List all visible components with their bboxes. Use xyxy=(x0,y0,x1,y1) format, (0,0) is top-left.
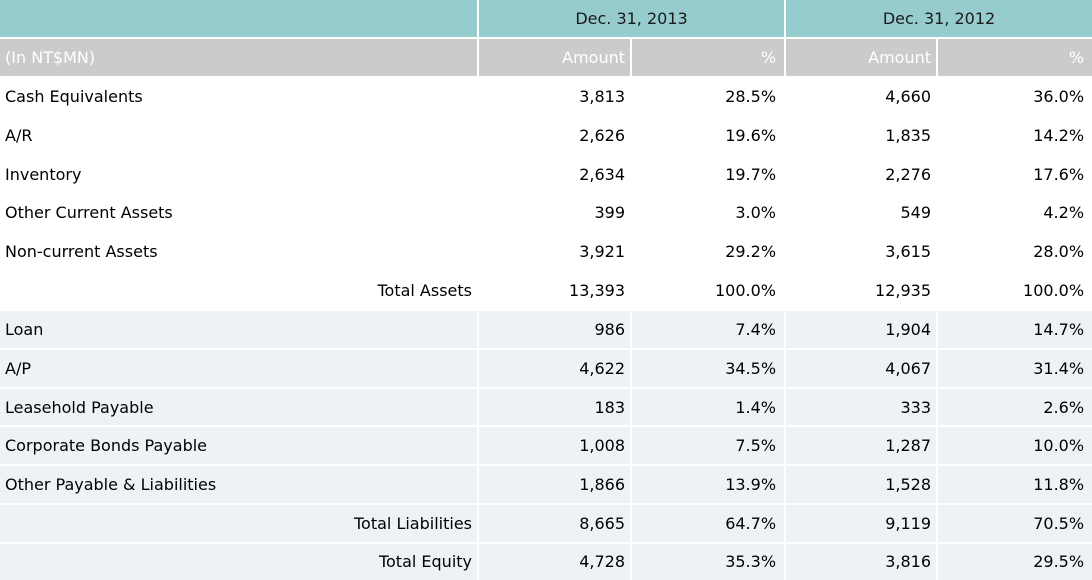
unit-label: (In NT$MN) xyxy=(0,38,479,78)
row-label-cell: Cash Equivalents xyxy=(0,77,479,116)
row-label-cell: Total Assets xyxy=(0,271,479,310)
amount-cell: 986 xyxy=(478,309,632,349)
period-2013-header: Dec. 31, 2013 xyxy=(478,0,787,39)
corner-cell xyxy=(0,0,479,39)
percent-cell: 19.6% xyxy=(631,115,787,155)
row-label-cell: Other Payable & Liabilities xyxy=(0,465,479,505)
percent-cell: 70.5% xyxy=(1033,514,1085,534)
total-row: Total Liabilities 8,665 64.7% 9,119 70.5% xyxy=(0,504,1092,543)
amount-cell: 1,008 xyxy=(478,426,632,466)
amount-cell: 3,921 xyxy=(478,232,632,272)
amount-cell: 1,287 xyxy=(785,426,939,466)
percent-cell: 36.0% xyxy=(1033,86,1085,106)
amount-cell: 9,119 xyxy=(785,504,939,543)
period-2012-header: Dec. 31, 2012 xyxy=(785,0,1092,39)
amount-cell: 4,622 xyxy=(478,348,632,388)
amount-cell: 12,935 xyxy=(785,271,939,310)
percent-cell: 14.7% xyxy=(1033,319,1085,339)
percent-cell: 17.6% xyxy=(1033,164,1085,184)
amount-cell: 183 xyxy=(478,387,632,427)
table-row: Inventory 2,634 19.7% 2,276 17.6% xyxy=(0,154,1092,194)
percent-cell: 4.2% xyxy=(1043,203,1085,223)
percent-cell: 14.2% xyxy=(1033,125,1085,145)
amount-cell: 2,634 xyxy=(478,154,632,194)
percent-cell: 11.8% xyxy=(1033,475,1085,495)
row-label-cell: Total Equity xyxy=(0,542,479,580)
table-row: Other Current Assets 399 3.0% 549 4.2% xyxy=(0,193,1092,233)
percent-cell: 3.0% xyxy=(631,193,787,233)
percent-cell: 100.0% xyxy=(1023,281,1085,301)
subheader-row: (In NT$MN) Amount % Amount % xyxy=(0,38,1092,78)
percent-cell: 13.9% xyxy=(631,465,787,505)
percent-cell: 7.5% xyxy=(631,426,787,466)
amount-2012-header: Amount xyxy=(785,38,939,78)
percent-cell: 35.3% xyxy=(631,542,787,580)
table-body: Cash Equivalents 3,813 28.5% 4,660 36.0% A/R 2… xyxy=(0,77,1092,580)
amount-cell: 1,528 xyxy=(785,465,939,505)
percent-cell: 28.0% xyxy=(1033,242,1085,262)
percent-cell: 1.4% xyxy=(631,387,787,427)
row-label-cell: Leasehold Payable xyxy=(0,387,479,427)
amount-cell: 549 xyxy=(785,193,939,233)
amount-2013-header: Amount xyxy=(478,38,632,78)
table-row: Cash Equivalents 3,813 28.5% 4,660 36.0% xyxy=(0,77,1092,116)
table-row: A/R 2,626 19.6% 1,835 14.2% xyxy=(0,115,1092,155)
row-label-cell: Loan xyxy=(0,309,479,349)
percent-cell: 100.0% xyxy=(631,271,787,310)
percent-cell: 19.7% xyxy=(631,154,787,194)
amount-cell: 3,816 xyxy=(785,542,939,580)
amount-cell: 333 xyxy=(785,387,939,427)
table-header: Dec. 31, 2013 Dec. 31, 2012 (In NT$MN) A… xyxy=(0,0,1092,78)
amount-cell: 4,660 xyxy=(785,77,939,116)
amount-cell: 4,067 xyxy=(785,348,939,388)
row-label-cell: Inventory xyxy=(0,154,479,194)
percent-cell: 7.4% xyxy=(631,309,787,349)
table-row: A/P 4,622 34.5% 4,067 31.4% xyxy=(0,348,1092,388)
percent-cell: 28.5% xyxy=(631,77,787,116)
amount-cell: 3,615 xyxy=(785,232,939,272)
amount-cell: 399 xyxy=(478,193,632,233)
amount-cell: 8,665 xyxy=(478,504,632,543)
period-header-row: Dec. 31, 2013 Dec. 31, 2012 xyxy=(0,0,1092,39)
percent-cell: 2.6% xyxy=(1043,397,1085,417)
row-label-cell: Non-current Assets xyxy=(0,232,479,272)
amount-cell: 2,276 xyxy=(785,154,939,194)
amount-cell: 4,728 xyxy=(478,542,632,580)
amount-cell: 13,393 xyxy=(478,271,632,310)
table-row: Corporate Bonds Payable 1,008 7.5% 1,287 10.… xyxy=(0,426,1092,466)
percent-cell: 31.4% xyxy=(1033,358,1085,378)
table-row: Non-current Assets 3,921 29.2% 3,615 28.0% xyxy=(0,232,1092,272)
percent-cell: 29.2% xyxy=(631,232,787,272)
percent-cell: 10.0% xyxy=(1033,436,1085,456)
percent-cell: 34.5% xyxy=(631,348,787,388)
table-row: Loan 986 7.4% 1,904 14.7% xyxy=(0,309,1092,349)
table-row: Leasehold Payable 183 1.4% 333 2.6% xyxy=(0,387,1092,427)
amount-cell: 1,835 xyxy=(785,115,939,155)
row-label-cell: A/P xyxy=(0,348,479,388)
row-label-cell: A/R xyxy=(0,115,479,155)
row-label-cell: Other Current Assets xyxy=(0,193,479,233)
amount-cell: 1,904 xyxy=(785,309,939,349)
percent-2012-header: % xyxy=(937,38,1092,78)
amount-cell: 3,813 xyxy=(478,77,632,116)
percent-cell: 64.7% xyxy=(631,504,787,543)
amount-cell: 2,626 xyxy=(478,115,632,155)
total-row: Total Equity 4,728 35.3% 3,816 29.5% xyxy=(0,542,1092,580)
table-row: Other Payable & Liabilities 1,866 13.9% 1,5… xyxy=(0,465,1092,505)
total-row: Total Assets 13,393 100.0% 12,935 100.0% xyxy=(0,271,1092,310)
percent-cell: 29.5% xyxy=(1033,552,1085,572)
percent-2013-header: % xyxy=(631,38,787,78)
row-label-cell: Corporate Bonds Payable xyxy=(0,426,479,466)
row-label-cell: Total Liabilities xyxy=(0,504,479,543)
amount-cell: 1,866 xyxy=(478,465,632,505)
